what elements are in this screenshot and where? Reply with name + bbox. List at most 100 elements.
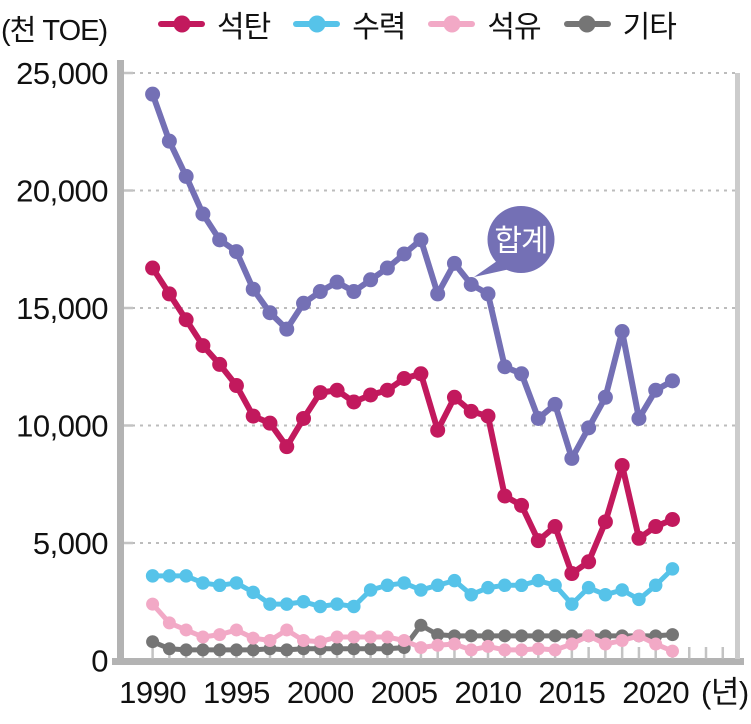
data-point-oil [146,597,160,611]
bubble-circle [487,206,555,273]
data-point-total [178,168,194,184]
series-coal [145,260,680,582]
data-point-coal [346,394,362,410]
data-point-oil [414,641,428,655]
data-point-total [614,324,630,339]
data-point-coal [497,488,513,504]
data-point-hydro [397,576,411,590]
data-point-coal [463,403,479,419]
data-point-other [515,629,529,643]
data-point-oil [481,639,495,653]
data-point-hydro [196,576,210,590]
legend-marker-oil [428,15,476,33]
data-point-coal [195,338,211,354]
data-point-coal [648,519,664,535]
data-point-oil [598,637,612,651]
x-axis-tick-label: 2020 [622,675,689,710]
data-point-hydro [313,599,328,614]
data-point-coal [547,519,563,535]
data-point-hydro [665,562,680,576]
data-point-hydro [514,578,529,593]
data-point-coal [228,378,244,394]
y-axis-tick-label: 5,000 [33,526,108,561]
data-point-hydro [581,580,596,595]
total-annotation-bubble: 합계 [474,206,555,277]
data-point-total [228,244,244,260]
data-point-coal [396,371,412,386]
data-point-oil [162,616,176,630]
data-point-hydro [363,583,378,597]
legend-marker-dot-hydro [308,15,326,33]
data-point-oil [330,630,344,644]
x-axis-tick-label: 2015 [538,675,605,710]
data-point-coal [245,408,261,424]
legend-item-oil: 석유 [428,2,542,46]
data-point-oil [464,643,478,657]
x-axis-unit-label: (년) [701,675,749,710]
data-point-oil [431,638,445,652]
series-total [145,86,680,466]
chart-header: (천 TOE) 석탄 수력 석유 기타 [0,0,751,48]
data-point-other [464,629,478,643]
data-point-oil [397,634,411,648]
data-point-oil [447,637,461,651]
data-point-oil [179,623,193,637]
data-point-hydro [632,592,646,607]
data-point-oil [213,628,227,642]
data-point-hydro [447,573,462,588]
data-point-total [145,86,161,102]
y-axis-tick-label: 15,000 [16,291,108,326]
data-point-other [380,642,394,656]
data-point-oil [196,630,210,644]
data-point-total [463,277,479,292]
legend-marker-dot-coal [173,15,190,33]
data-point-other [431,628,445,642]
data-point-total [296,295,312,311]
data-point-oil [246,631,260,645]
data-point-hydro [330,597,344,611]
data-point-coal [363,387,379,403]
data-point-total [195,206,211,222]
data-point-other [162,642,176,656]
legend-label-oil: 석유 [487,11,541,44]
data-point-coal [178,312,194,328]
data-point-hydro [296,595,311,609]
data-point-hydro [347,599,361,614]
y-axis-tick-label: 10,000 [16,409,108,444]
y-axis-tick-label: 25,000 [16,56,108,91]
data-point-hydro [145,569,160,583]
data-point-coal [664,512,680,527]
data-point-coal [279,439,295,455]
data-point-hydro [531,573,546,588]
legend-item-hydro: 수력 [293,2,406,46]
data-point-oil [565,637,579,651]
y-axis-tick-label: 0 [91,644,108,679]
data-point-total [648,382,664,398]
series-hydro [145,562,680,614]
data-point-oil [531,642,545,656]
data-point-total [446,255,462,271]
x-axis-tick-label: 2005 [371,675,438,710]
data-point-coal [631,530,647,546]
data-point-total [497,359,513,375]
data-point-hydro [548,578,562,593]
data-point-hydro [615,583,629,597]
data-point-total [312,284,328,300]
data-point-coal [514,497,530,513]
data-point-other [246,643,260,657]
data-point-other [347,642,361,656]
data-point-coal [145,260,161,276]
data-point-coal [329,382,345,398]
x-axis-tick-label: 2000 [287,675,354,710]
data-point-coal [212,356,228,372]
data-point-total [597,389,613,405]
data-point-total [262,305,278,321]
data-point-total [581,420,597,436]
data-point-total [161,133,177,149]
data-point-other [213,643,227,657]
data-point-other [481,629,495,643]
data-point-hydro [380,578,395,593]
data-point-hydro [263,597,277,611]
data-point-coal [564,566,580,582]
x-axis-tick-label: 2010 [455,675,522,710]
